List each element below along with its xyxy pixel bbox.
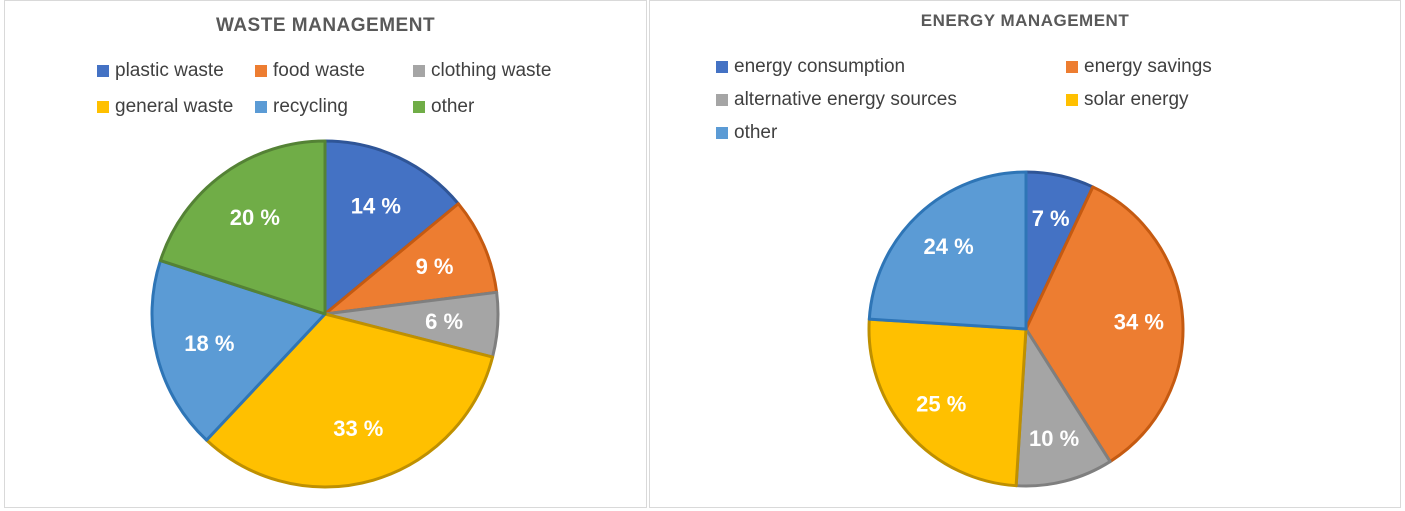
slice-label-general-waste: 33 % xyxy=(333,416,383,441)
pie-slice-food-waste xyxy=(323,202,499,316)
pie-slice-plastic-waste xyxy=(323,139,460,316)
legend-swatch xyxy=(255,101,267,113)
slice-label-plastic-waste: 14 % xyxy=(351,193,401,218)
legend-label: recycling xyxy=(273,96,348,117)
slice-label-recycling: 18 % xyxy=(184,331,234,356)
slice-label-clothing-waste: 6 % xyxy=(425,309,463,334)
pie-slice-energy-savings xyxy=(1024,185,1185,464)
pie-slice-other xyxy=(867,170,1028,331)
slice-label-food-waste: 9 % xyxy=(416,254,454,279)
legend-item-alternative-energy-sources: alternative energy sources xyxy=(716,89,957,111)
legend-swatch xyxy=(716,61,728,73)
legend-label: plastic waste xyxy=(115,60,224,81)
legend-label: other xyxy=(431,96,475,117)
legend-item-energy-consumption: energy consumption xyxy=(716,56,905,78)
legend-swatch xyxy=(716,94,728,106)
slice-label-energy-consumption: 7 % xyxy=(1032,206,1070,231)
energy-pie: 7 % 34 % 10 % 25 % 24 % xyxy=(867,170,1185,488)
pie-slice-recycling xyxy=(150,259,327,442)
slice-label-alternative-energy-sources: 10 % xyxy=(1029,426,1079,451)
legend-swatch xyxy=(255,65,267,77)
legend-swatch xyxy=(1066,61,1078,73)
legend-swatch xyxy=(413,65,425,77)
legend-label: clothing waste xyxy=(431,60,552,81)
legend-swatch xyxy=(1066,94,1078,106)
legend-swatch xyxy=(716,127,728,139)
slice-label-solar-energy: 25 % xyxy=(916,391,966,416)
waste-management-chart: WASTE MANAGEMENT plastic waste food wast… xyxy=(4,0,647,508)
pie-slice-alternative-energy-sources xyxy=(1014,327,1112,488)
pie-slice-other xyxy=(158,139,327,316)
legend-label: alternative energy sources xyxy=(734,89,957,110)
slice-label-energy-savings: 34 % xyxy=(1114,309,1164,334)
legend-item-plastic-waste: plastic waste xyxy=(97,60,224,82)
legend-swatch xyxy=(413,101,425,113)
legend-item-energy-savings: energy savings xyxy=(1066,56,1212,78)
legend-item-recycling: recycling xyxy=(255,96,348,118)
slice-label-other: 20 % xyxy=(230,205,280,230)
chart-title: ENERGY MANAGEMENT xyxy=(920,11,1130,30)
legend-label: general waste xyxy=(115,96,234,117)
waste-pie: 14 % 9 % 6 % 33 % 18 % 20 % xyxy=(150,139,500,489)
chart-title: WASTE MANAGEMENT xyxy=(215,15,436,36)
legend-item-food-waste: food waste xyxy=(255,60,365,82)
legend-item-clothing-waste: clothing waste xyxy=(413,60,551,82)
slice-label-other: 24 % xyxy=(924,234,974,259)
pie-slice-general-waste xyxy=(205,312,495,489)
legend-label: energy savings xyxy=(1084,56,1212,77)
pie-slice-solar-energy xyxy=(867,317,1028,488)
legend-label: other xyxy=(734,122,778,143)
legend-swatch xyxy=(97,101,109,113)
legend-swatch xyxy=(97,65,109,77)
energy-management-chart: ENERGY MANAGEMENT energy consumption ene… xyxy=(649,0,1401,508)
legend-label: food waste xyxy=(273,60,365,81)
legend-item-general-waste: general waste xyxy=(97,96,233,118)
legend-label: energy consumption xyxy=(734,56,906,77)
legend-item-other: other xyxy=(413,96,474,118)
legend-item-solar-energy: solar energy xyxy=(1066,89,1189,111)
legend-label: solar energy xyxy=(1084,89,1189,110)
legend-item-other: other xyxy=(716,122,777,144)
